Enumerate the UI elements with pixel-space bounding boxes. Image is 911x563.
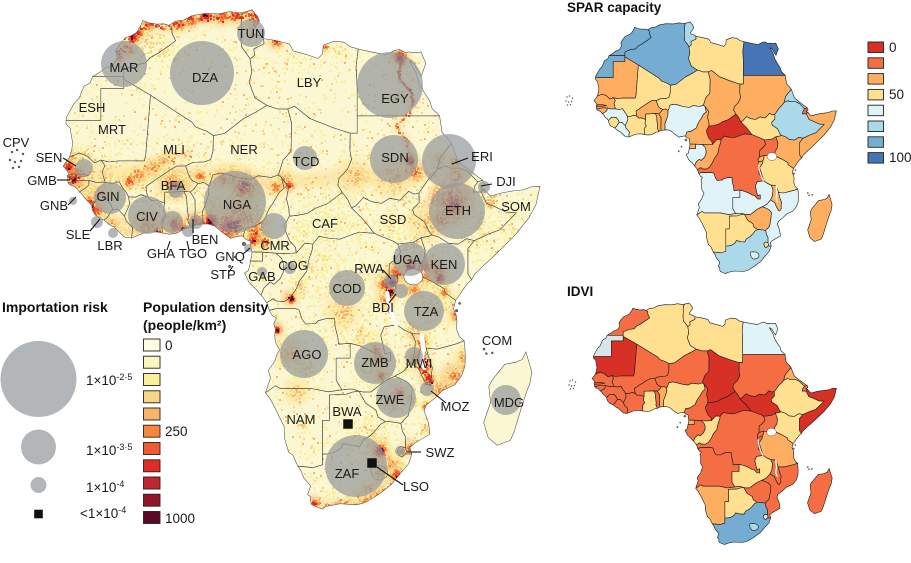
svg-text:50: 50: [889, 87, 904, 102]
svg-text:MOZ: MOZ: [441, 399, 470, 414]
svg-text:MLI: MLI: [163, 142, 185, 157]
svg-text:CIV: CIV: [136, 209, 158, 224]
svg-text:ZMB: ZMB: [361, 355, 388, 370]
svg-text:ESH: ESH: [79, 100, 106, 115]
svg-text:NER: NER: [230, 142, 257, 157]
svg-text:COD: COD: [333, 281, 362, 296]
svg-text:0: 0: [165, 338, 173, 353]
svg-text:LBR: LBR: [97, 238, 122, 253]
svg-text:STP: STP: [210, 267, 235, 282]
svg-text:DJI: DJI: [496, 174, 516, 189]
svg-text:EGY: EGY: [381, 91, 409, 106]
svg-text:ZAF: ZAF: [335, 466, 360, 481]
svg-text:MAR: MAR: [110, 60, 139, 75]
svg-text:GIN: GIN: [96, 189, 119, 204]
svg-text:Population density: Population density: [143, 299, 268, 315]
svg-text:(people/km²): (people/km²): [143, 317, 226, 333]
svg-text:ERI: ERI: [471, 149, 493, 164]
svg-text:GHA: GHA: [147, 246, 176, 261]
svg-text:ZWE: ZWE: [376, 392, 405, 407]
svg-text:MWI: MWI: [406, 356, 433, 371]
svg-text:TUN: TUN: [238, 26, 265, 41]
svg-text:NAM: NAM: [287, 412, 316, 427]
svg-text:CAF: CAF: [312, 216, 338, 231]
svg-text:SLE: SLE: [66, 227, 91, 242]
svg-text:GMB: GMB: [27, 173, 57, 188]
svg-text:SWZ: SWZ: [426, 445, 455, 460]
svg-text:BWA: BWA: [332, 404, 361, 419]
svg-text:CPV: CPV: [3, 135, 30, 150]
svg-text:DZA: DZA: [192, 70, 218, 85]
svg-text:RWA: RWA: [354, 261, 384, 276]
svg-text:LBY: LBY: [297, 75, 322, 90]
svg-text:COM: COM: [482, 333, 512, 348]
svg-text:BEN: BEN: [192, 232, 219, 247]
svg-text:0: 0: [889, 40, 897, 55]
svg-text:CMR: CMR: [260, 238, 290, 253]
svg-text:SDN: SDN: [381, 150, 408, 165]
svg-text:<1×10-4: <1×10-4: [80, 505, 126, 521]
svg-text:KEN: KEN: [431, 257, 458, 272]
svg-text:GAB: GAB: [248, 269, 275, 284]
svg-text:ETH: ETH: [445, 203, 471, 218]
svg-text:SSD: SSD: [380, 212, 407, 227]
svg-text:UGA: UGA: [393, 252, 422, 267]
svg-text:250: 250: [165, 424, 188, 439]
svg-text:TZA: TZA: [414, 304, 439, 319]
svg-text:100: 100: [889, 150, 911, 165]
svg-text:COG: COG: [278, 258, 308, 273]
svg-text:NGA: NGA: [223, 197, 252, 212]
svg-text:IDVI: IDVI: [567, 284, 593, 299]
svg-text:AGO: AGO: [293, 347, 322, 362]
svg-text:Importation risk: Importation risk: [2, 299, 108, 315]
svg-text:SEN: SEN: [36, 150, 63, 165]
svg-text:BDI: BDI: [372, 300, 394, 315]
svg-text:GNQ: GNQ: [215, 249, 245, 264]
svg-text:MDG: MDG: [494, 395, 524, 410]
svg-text:LSO: LSO: [403, 479, 429, 494]
svg-text:GNB: GNB: [40, 198, 68, 213]
svg-text:SPAR capacity: SPAR capacity: [567, 0, 662, 15]
svg-text:1×10-4: 1×10-4: [86, 479, 124, 495]
svg-text:MRT: MRT: [98, 122, 126, 137]
svg-text:SOM: SOM: [501, 199, 531, 214]
svg-text:BFA: BFA: [161, 178, 186, 193]
svg-text:1000: 1000: [165, 511, 195, 526]
svg-text:TCD: TCD: [293, 154, 320, 169]
svg-text:TGO: TGO: [179, 246, 207, 261]
